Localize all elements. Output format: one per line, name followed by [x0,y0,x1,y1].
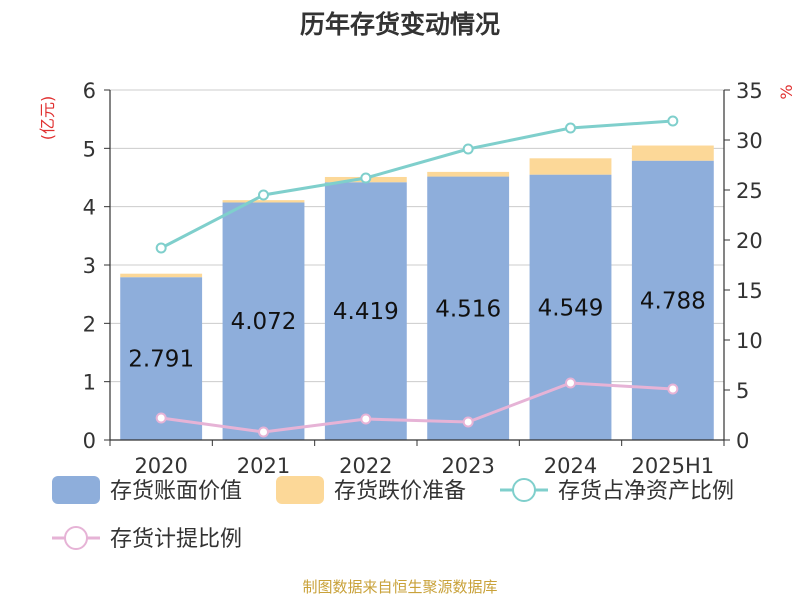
left-tick-label: 0 [83,429,96,453]
x-tick-label: 2020 [134,454,187,478]
x-tick-label: 2025H1 [632,454,715,478]
line-provision-ratio [160,381,673,434]
legend-label: 存货占净资产比例 [558,479,734,504]
right-tick-label: 0 [736,429,749,453]
legend-label: 存货账面价值 [110,479,242,504]
right-tick-label: 10 [736,329,763,353]
left-tick-label: 6 [83,79,96,103]
line-ratio-net-assets [160,119,673,250]
x-tick-label: 2024 [544,454,597,478]
left-tick-label: 5 [83,137,96,161]
legend-marker [64,526,88,550]
bar-reserve [631,145,714,161]
x-tick-label: 2023 [441,454,494,478]
right-tick-label: 35 [736,79,763,103]
bar-book-value [222,202,305,440]
bar-value-label: 4.788 [640,288,706,314]
point-ratio-net-assets [360,172,372,184]
left-tick-label: 2 [83,312,96,336]
chart-title: 历年存货变动情况 [300,10,500,39]
bar-book-value [427,176,510,441]
right-tick-label: 5 [736,379,749,403]
point-provision-ratio [258,426,269,438]
point-ratio-net-assets [155,242,167,254]
left-tick-label: 4 [83,196,96,220]
left-tick-label: 3 [83,254,96,278]
bar-reserve [120,273,203,278]
right-tick-label: 20 [736,229,763,253]
bar-value-label: 4.516 [435,296,501,322]
bar-book-value [324,182,407,440]
point-ratio-net-assets [667,115,679,127]
point-provision-ratio [462,416,474,428]
legend-label: 存货跌价准备 [334,479,466,504]
bar-book-value [529,174,612,440]
left-tick-label: 1 [83,371,96,395]
point-provision-ratio [360,413,372,425]
bar-reserve [529,158,612,175]
legend-label: 存货计提比例 [110,527,242,552]
bar-value-label: 4.419 [333,299,399,325]
point-provision-ratio [155,412,167,424]
point-ratio-net-assets [462,143,474,155]
point-ratio-net-assets [565,122,576,134]
point-ratio-net-assets [258,189,269,201]
legend-swatch [276,476,324,504]
bar-reserve [427,171,510,177]
x-tick-label: 2022 [339,454,392,478]
source-note: 制图数据来自恒生聚源数据库 [302,578,497,596]
point-provision-ratio [667,383,679,395]
bar-value-label: 2.791 [128,347,194,373]
left-axis-label: (亿元) [38,96,57,141]
x-tick-label: 2021 [237,454,290,478]
right-tick-label: 15 [736,279,763,303]
legend-marker [512,478,536,502]
right-tick-label: 25 [736,179,763,203]
right-tick-label: 30 [736,129,763,153]
bar-reserve [222,200,305,203]
point-provision-ratio [565,377,576,389]
bar-value-label: 4.072 [231,309,297,335]
right-axis-label: % [777,84,796,99]
bar-value-label: 4.549 [538,295,604,321]
legend-swatch [52,476,100,504]
